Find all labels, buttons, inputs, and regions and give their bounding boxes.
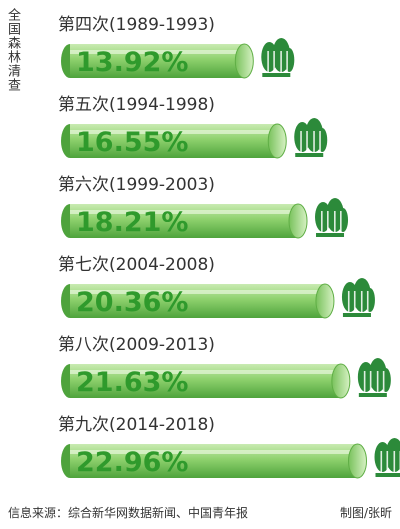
credit-note: 制图/张昕 [339, 506, 392, 520]
value-label: 13.92% [76, 47, 188, 78]
bar-row: 第六次(1999-2003) 18.21% [58, 175, 349, 239]
value-label: 16.55% [76, 127, 188, 158]
bar-end-cap [267, 123, 287, 159]
bar-highlight [70, 130, 278, 134]
tree-icon [315, 198, 349, 237]
forest-coverage-chart: 第四次(1989-1993) 13.92% 第五次(1994-1998) 16.55%… [58, 15, 400, 479]
bar-row: 第五次(1994-1998) 16.55% [58, 95, 328, 159]
category-label: 第七次(2004-2008) [58, 255, 215, 275]
tree-icon [357, 358, 391, 397]
category-label: 第九次(2014-2018) [58, 415, 215, 435]
bar-highlight [70, 370, 341, 374]
tree-icon [374, 438, 400, 477]
bar-highlight [70, 290, 325, 294]
tree-icon [294, 118, 328, 157]
bar [70, 284, 325, 318]
bar-end-cap [331, 363, 351, 399]
category-label: 第四次(1989-1993) [58, 15, 215, 35]
bar [70, 44, 245, 78]
chart-title: 全国森林清查 [5, 8, 20, 92]
value-label: 18.21% [76, 207, 188, 238]
bar-row: 第八次(2009-2013) 21.63% [58, 335, 391, 399]
category-label: 第六次(1999-2003) [58, 175, 215, 195]
bar-end-cap [234, 43, 254, 79]
bar-highlight [70, 210, 299, 214]
bar-end-cap [288, 203, 308, 239]
category-label: 第五次(1994-1998) [58, 95, 215, 115]
value-label: 20.36% [76, 287, 188, 318]
bar-highlight [70, 50, 245, 54]
bar [70, 364, 341, 398]
category-label: 第八次(2009-2013) [58, 335, 215, 355]
tree-icon [261, 38, 295, 77]
value-label: 22.96% [76, 447, 188, 478]
bar-highlight [70, 450, 358, 454]
bar-row: 第九次(2014-2018) 22.96% [58, 415, 400, 479]
bar-end-cap [315, 283, 335, 319]
tree-icon [341, 278, 375, 317]
bar-row: 第四次(1989-1993) 13.92% [58, 15, 295, 79]
source-note: 信息来源：综合新华网数据新闻、中国青年报 [8, 506, 249, 520]
bar-row: 第七次(2004-2008) 20.36% [58, 255, 375, 319]
bar [70, 444, 358, 478]
value-label: 21.63% [76, 367, 188, 398]
bar [70, 124, 278, 158]
bar [70, 204, 299, 238]
bar-end-cap [347, 443, 367, 479]
